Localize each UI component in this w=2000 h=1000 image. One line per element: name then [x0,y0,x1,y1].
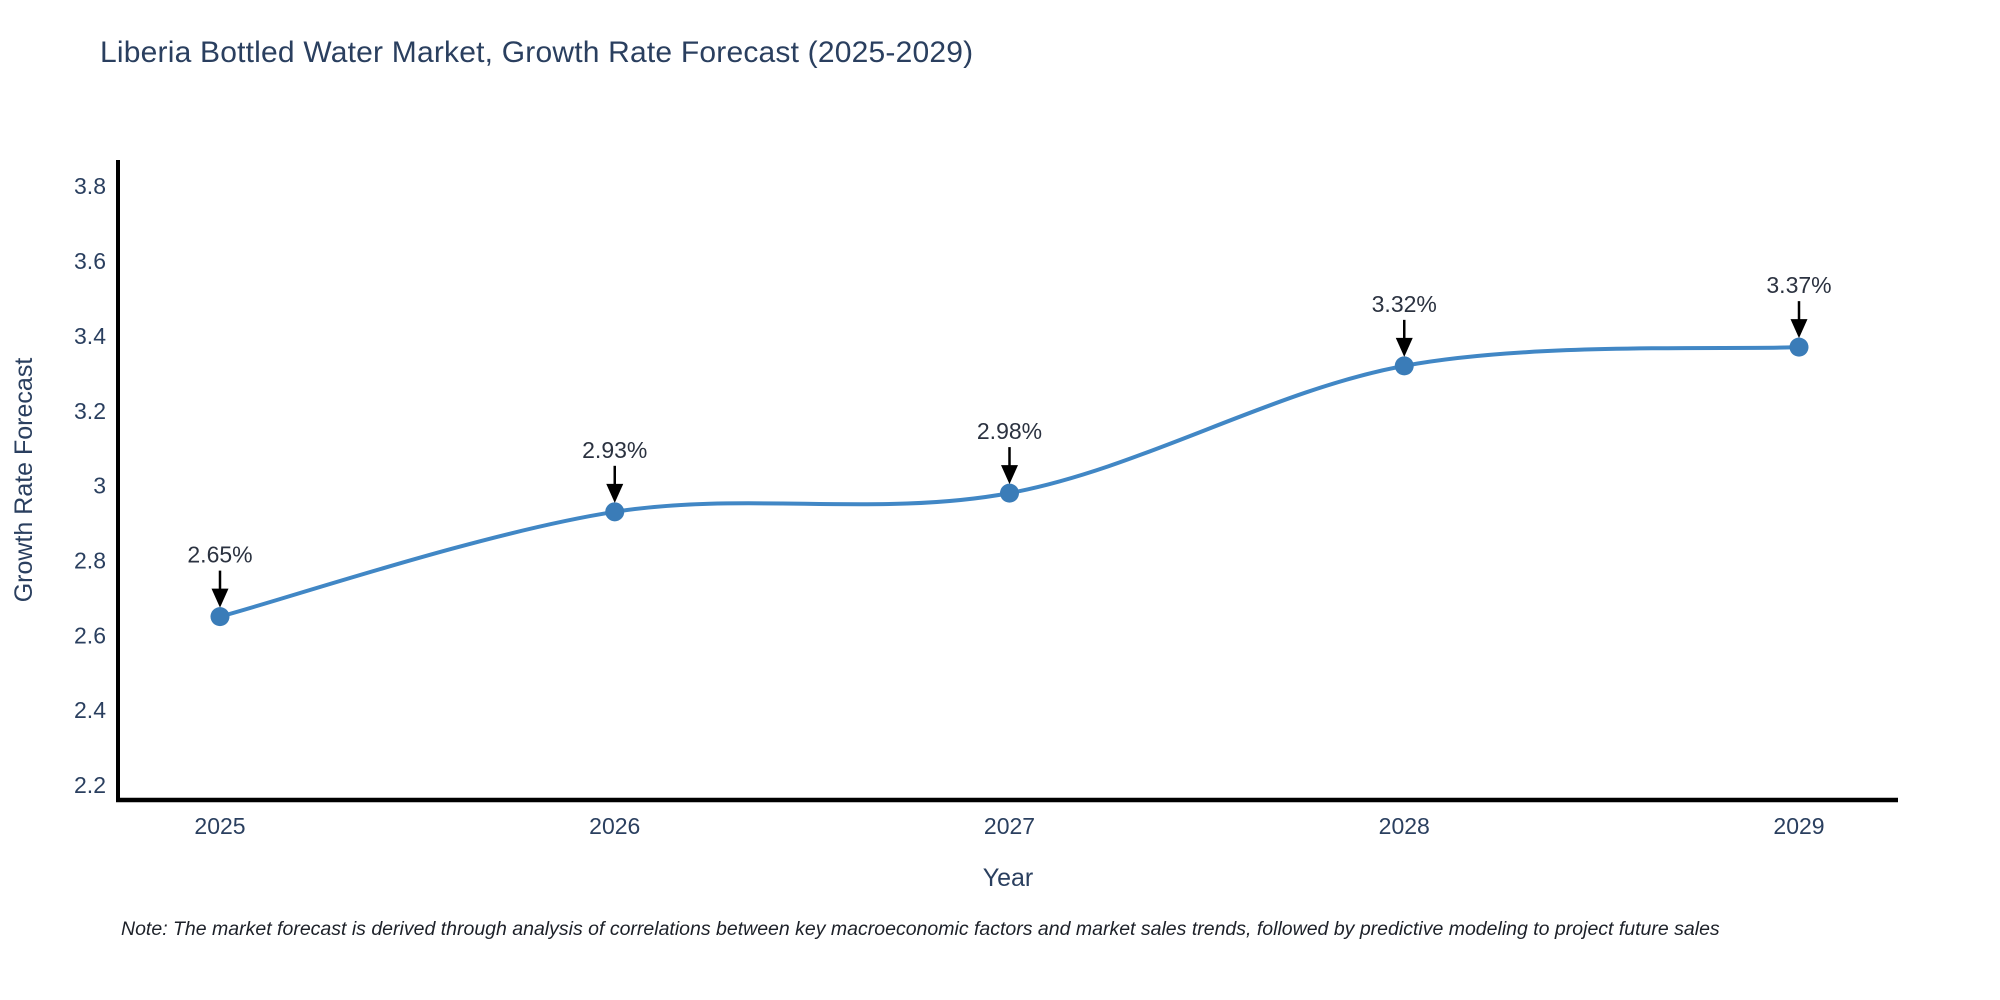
y-tick-label: 2.8 [74,548,106,574]
annotation-label: 2.93% [582,437,647,463]
x-tick-label: 2026 [589,813,640,839]
data-point-marker [605,502,625,522]
y-axis-title: Growth Rate Forecast [10,358,38,603]
data-point-marker [210,607,230,627]
data-point-marker [1000,483,1019,503]
x-tick-label: 2025 [194,813,245,839]
x-axis-title: Year [983,864,1034,892]
annotation-label: 2.65% [187,542,252,568]
y-tick-label: 2.4 [74,697,106,723]
data-point-marker [1789,337,1809,357]
chart-title: Liberia Bottled Water Market, Growth Rat… [100,36,974,69]
x-tick-label: 2027 [984,813,1035,839]
annotation-label: 2.98% [977,418,1042,444]
annotation-arrowhead-icon [606,483,624,503]
footnote: Note: The market forecast is derived thr… [121,918,1720,940]
y-tick-label: 3.8 [74,173,106,199]
y-tick-label: 2.6 [74,622,106,648]
y-tick-label: 3.6 [74,248,106,274]
annotation-arrowhead-icon [1395,337,1413,357]
y-tick-label: 3 [93,473,106,499]
x-tick-label: 2029 [1773,813,1824,839]
y-tick-label: 3.4 [74,323,106,349]
y-tick-label: 2.2 [74,772,106,798]
y-tick-label: 3.2 [74,398,106,424]
annotation-arrowhead-icon [211,588,229,608]
annotation-label: 3.32% [1372,291,1437,317]
annotation-label: 3.37% [1766,272,1831,298]
data-point-marker [1394,356,1414,376]
x-tick-label: 2028 [1379,813,1430,839]
annotation-arrowhead-icon [1790,319,1808,339]
annotation-arrowhead-icon [1001,465,1018,485]
